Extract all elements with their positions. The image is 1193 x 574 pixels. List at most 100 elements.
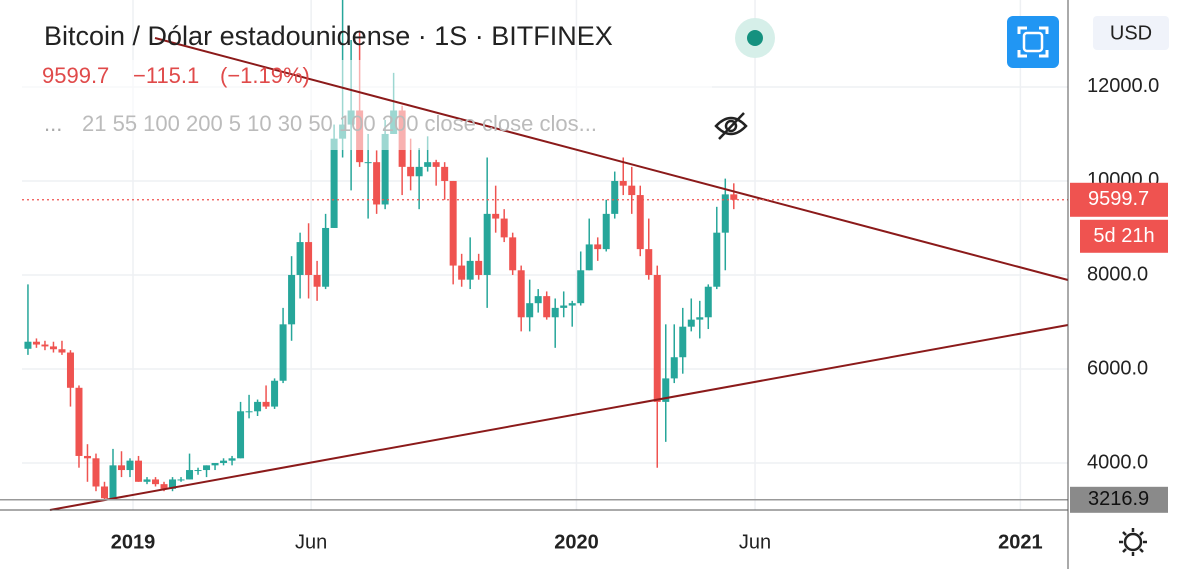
candle-body (32, 341, 40, 345)
candle-body (475, 260, 483, 275)
candle-body (619, 180, 627, 186)
candle-body (288, 274, 296, 325)
candle-body (169, 479, 177, 489)
candle-body (670, 357, 678, 379)
candle-body (75, 387, 83, 456)
candle-body (492, 213, 500, 219)
candle-body (543, 296, 551, 318)
candle-body (24, 341, 32, 349)
candle-body (407, 166, 415, 177)
candle-body (135, 460, 143, 482)
candle-body (577, 270, 585, 304)
candle-body (645, 249, 653, 275)
candle-body (560, 305, 568, 308)
candle-body (509, 237, 517, 271)
countdown-badge (1080, 219, 1168, 253)
legend-fade (22, 60, 712, 150)
candle-body (58, 349, 66, 353)
x-tick-label: 2020 (554, 531, 599, 553)
hide-icon[interactable] (714, 112, 748, 140)
candle-body (381, 133, 389, 205)
candle-body (628, 185, 636, 196)
indicators-toggle[interactable]: ... (44, 111, 62, 136)
candle-body (305, 242, 313, 275)
candle-body (322, 227, 330, 287)
candle-body (424, 162, 432, 167)
candle-body (254, 401, 262, 412)
candle-body (441, 166, 449, 181)
candle-body (117, 465, 125, 471)
candle-body (211, 462, 219, 466)
x-tick-label: 2021 (998, 531, 1043, 553)
candle-body (526, 303, 534, 318)
candle-body (662, 378, 670, 402)
candle-body (279, 324, 287, 381)
indicators-legend: 21 55 100 200 5 10 30 50 100 200 close c… (82, 111, 597, 136)
currency-label[interactable]: USD (1110, 22, 1152, 44)
trendline-upper (154, 37, 1069, 281)
candle-body (271, 380, 279, 407)
candle-body (585, 244, 593, 271)
candle-body (186, 470, 194, 480)
candle-body (636, 195, 644, 250)
candle-body (100, 486, 108, 499)
candle-body (483, 213, 491, 275)
low-badge (1070, 486, 1168, 513)
currency-button[interactable] (1093, 16, 1169, 50)
last-price-badge (1070, 182, 1168, 217)
x-tick-label: 2019 (111, 531, 156, 553)
candle-body (237, 411, 245, 459)
candles (24, 0, 738, 500)
settings-icon[interactable] (1119, 528, 1147, 556)
candle-body (203, 465, 211, 471)
last-price-badge-label: 9599.7 (1088, 188, 1149, 210)
candle-body (679, 326, 687, 358)
candle-body (66, 352, 74, 388)
candle-body (126, 460, 134, 471)
candle-body (177, 479, 185, 481)
candle-body (92, 458, 100, 487)
candle-body (109, 465, 117, 499)
y-tick-label: 12000.0 (1087, 75, 1159, 97)
y-tick-label: 6000.0 (1087, 357, 1148, 379)
candle-body (611, 180, 619, 214)
candle-body (262, 401, 270, 407)
candle-body (152, 479, 160, 485)
low-badge-label: 3216.9 (1088, 488, 1149, 510)
price-change-pct: (−1.19%) (220, 63, 310, 88)
candle-body (730, 194, 738, 200)
candle-body (602, 213, 610, 250)
candle-body (517, 270, 525, 318)
candle-body (653, 274, 661, 402)
candle-body (330, 138, 338, 228)
candle-body (143, 479, 151, 482)
y-tick-label: 4000.0 (1087, 451, 1148, 473)
candle-body (41, 344, 49, 347)
candle-body (245, 411, 253, 413)
candle-body (551, 307, 559, 318)
candle-body (500, 218, 508, 238)
candle-body (228, 458, 236, 461)
candle-body (466, 260, 474, 280)
candle-body (160, 484, 168, 489)
candle-body (534, 296, 542, 304)
candle-body (458, 265, 466, 280)
candle-body (83, 455, 91, 459)
candle-body (313, 274, 321, 287)
fullscreen-button[interactable] (1007, 16, 1059, 68)
candle-body (373, 162, 381, 205)
y-tick-label: 8000.0 (1087, 263, 1148, 285)
x-tick-label: Jun (739, 531, 771, 553)
candle-body (449, 180, 457, 266)
candle-body (194, 470, 202, 472)
candle-body (220, 460, 228, 463)
candle-body (594, 244, 602, 250)
overlay (0, 199, 1068, 501)
candle-body (687, 319, 695, 327)
x-tick-label: Jun (295, 531, 327, 553)
status-dot (747, 30, 763, 46)
candle-body (704, 286, 712, 318)
candle-body (296, 242, 304, 275)
